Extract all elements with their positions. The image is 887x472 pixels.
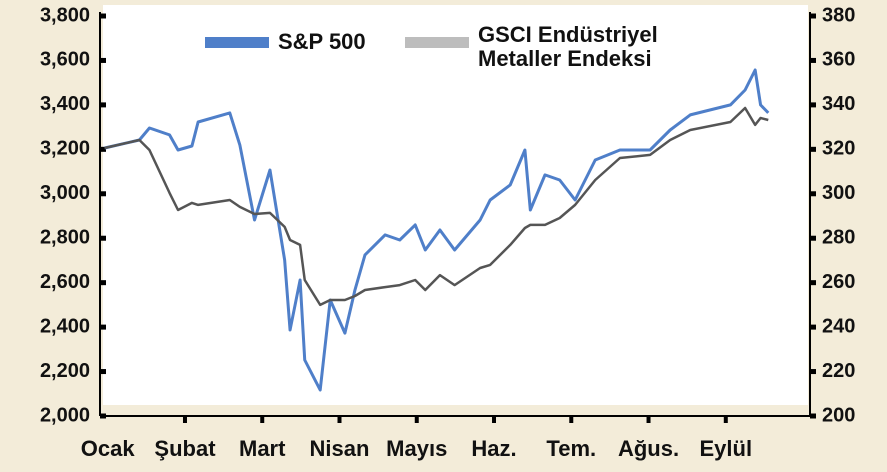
x-tick-label: Mart [239, 436, 286, 461]
y2-tick-label: 240 [822, 315, 855, 337]
y-tick-label: 2,400 [40, 315, 90, 337]
y-tick-label: 3,600 [40, 49, 90, 71]
legend-label: S&P 500 [278, 29, 366, 54]
y-tick-label: 2,800 [40, 227, 90, 249]
x-tick-label: Tem. [546, 436, 596, 461]
y2-tick-label: 260 [822, 271, 855, 293]
plot-area [103, 5, 808, 405]
y2-tick-label: 380 [822, 4, 855, 26]
y-tick-label: 3,000 [40, 182, 90, 204]
y-tick-label: 2,600 [40, 271, 90, 293]
y-tick-label: 3,400 [40, 93, 90, 115]
y2-tick-label: 320 [822, 138, 855, 160]
y2-tick-label: 300 [822, 182, 855, 204]
x-tick-label: Ocak [81, 436, 136, 461]
line-series [104, 68, 770, 392]
y2-tick-label: 200 [822, 404, 855, 426]
x-tick-label: Eylül [699, 436, 752, 461]
x-tick-label: Nisan [310, 436, 370, 461]
y2-tick-label: 220 [822, 360, 855, 382]
x-tick-label: Şubat [154, 436, 216, 461]
y2-tick-label: 280 [822, 227, 855, 249]
x-tick-label: Haz. [471, 436, 516, 461]
x-tick-label: Mayıs [386, 436, 447, 461]
y-tick-label: 2,200 [40, 360, 90, 382]
y2-tick-label: 360 [822, 49, 855, 71]
y-tick-label: 2,000 [40, 404, 90, 426]
legend-label: GSCI Endüstriyel Metaller Endeksi [478, 22, 658, 71]
y2-tick-label: 340 [822, 93, 855, 115]
line-series [104, 106, 769, 307]
legend-swatch [205, 37, 269, 48]
x-tick-label: Ağus. [618, 436, 679, 461]
y-tick-label: 3,800 [40, 4, 90, 26]
legend-swatch [405, 37, 469, 48]
y-tick-label: 3,200 [40, 138, 90, 160]
